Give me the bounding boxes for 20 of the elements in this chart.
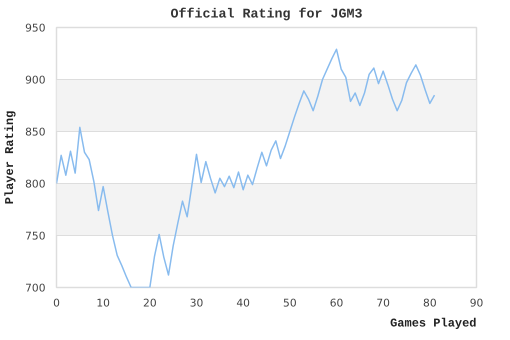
x-tick-label: 40 [236, 296, 250, 310]
y-tick-label: 700 [25, 282, 46, 294]
y-axis-title: Player Rating [3, 110, 18, 204]
y-tick-label: 750 [25, 230, 46, 242]
chart-title: Official Rating for JGM3 [170, 8, 362, 22]
x-tick-label: 20 [143, 296, 157, 310]
x-tick-label: 50 [283, 296, 297, 310]
x-tick-label: 10 [96, 296, 110, 310]
line-series [56, 48, 436, 288]
x-tick-label: 60 [330, 296, 344, 310]
x-tick-label: 30 [190, 296, 204, 310]
x-tick-label: 90 [470, 296, 484, 310]
y-tick-label: 800 [25, 178, 46, 190]
y-tick-label: 900 [25, 74, 46, 86]
y-tick-label: 850 [25, 126, 46, 138]
x-tick-label: 70 [376, 296, 390, 310]
x-tick-label: 80 [423, 296, 437, 310]
x-axis-title: Games Played [390, 316, 477, 330]
x-tick-label: 0 [53, 296, 60, 310]
y-tick-label: 950 [25, 22, 46, 34]
